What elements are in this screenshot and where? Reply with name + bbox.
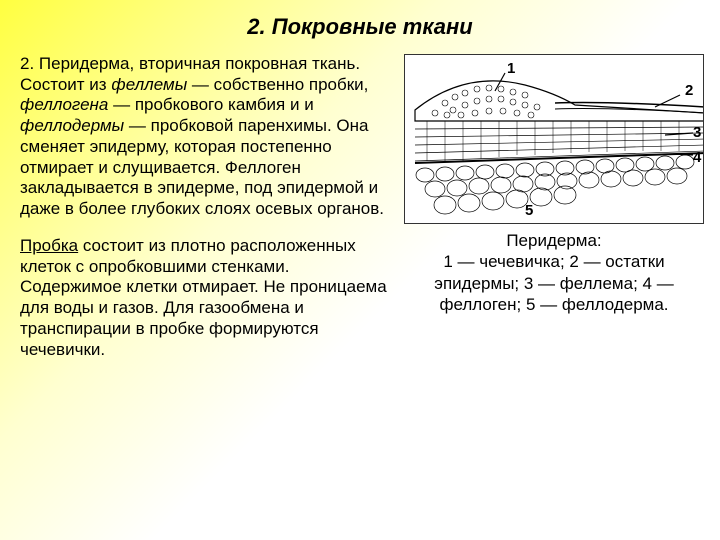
figure-caption: Перидерма: 1 — чечевичка; 2 — остатки эп… — [404, 230, 704, 315]
fig-label-1: 1 — [507, 60, 515, 77]
p1-lead: 2. Перидерма, вторичная покровная ткань. — [20, 54, 360, 73]
fig-label-4: 4 — [693, 149, 702, 166]
text-column: 2. Перидерма, вторичная покровная ткань.… — [20, 54, 392, 360]
fig-label-2: 2 — [685, 82, 693, 99]
paragraph-periderm: 2. Перидерма, вторичная покровная ткань.… — [20, 54, 392, 220]
figure-column: 1 2 3 4 5 Перидерма: 1 — чечевичка; 2 — … — [404, 54, 704, 360]
term-phellogen: феллогена — [20, 95, 108, 114]
term-phellem: феллемы — [111, 75, 187, 94]
fig-label-3: 3 — [693, 124, 701, 141]
p1-t1c: — пробкового камбия и и — [108, 95, 313, 114]
caption-body: 1 — чечевичка; 2 — остатки эпидермы; 3 —… — [434, 252, 673, 314]
content-columns: 2. Перидерма, вторичная покровная ткань.… — [20, 54, 700, 360]
term-phelloderm: феллодермы — [20, 116, 124, 135]
p1-t1b: — собственно пробки, — [187, 75, 368, 94]
periderm-diagram: 1 2 3 4 5 — [404, 54, 704, 224]
slide-title: 2. Покровные ткани — [20, 14, 700, 40]
fig-label-5: 5 — [525, 202, 533, 219]
caption-head: Перидерма: — [506, 231, 601, 250]
paragraph-cork: Пробка состоит из плотно расположенных к… — [20, 236, 392, 360]
term-cork: Пробка — [20, 236, 78, 255]
p1-t1a: Состоит из — [20, 75, 111, 94]
